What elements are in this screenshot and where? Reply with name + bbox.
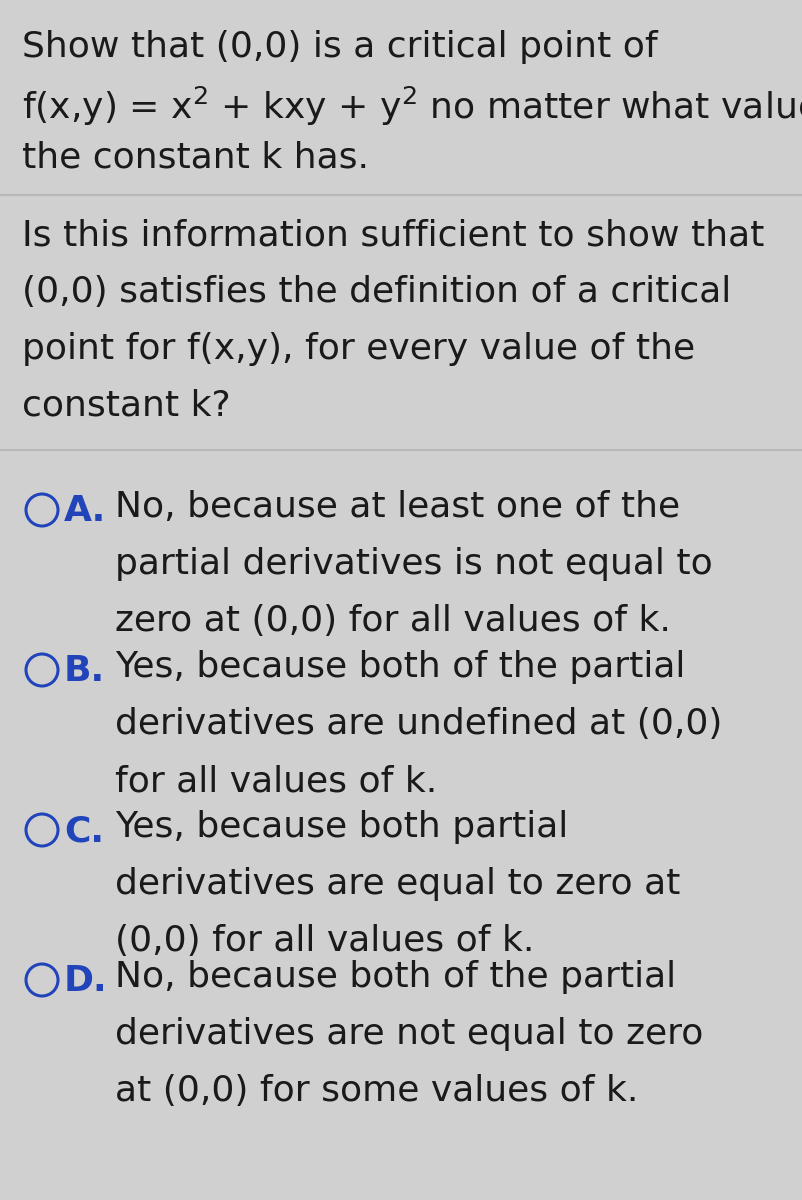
Text: f(x,y) = x$^2$ + kxy + y$^2$ no matter what value: f(x,y) = x$^2$ + kxy + y$^2$ no matter w… <box>22 85 802 128</box>
Text: derivatives are equal to zero at: derivatives are equal to zero at <box>115 866 680 901</box>
Text: at (0,0) for some values of k.: at (0,0) for some values of k. <box>115 1074 638 1108</box>
Text: D.: D. <box>64 964 107 998</box>
Text: point for f(x,y), for every value of the: point for f(x,y), for every value of the <box>22 332 695 366</box>
Text: (0,0) satisfies the definition of a critical: (0,0) satisfies the definition of a crit… <box>22 275 731 308</box>
Text: Yes, because both of the partial: Yes, because both of the partial <box>115 650 686 684</box>
Text: A.: A. <box>64 494 106 528</box>
Text: No, because at least one of the: No, because at least one of the <box>115 490 680 524</box>
Text: Show that (0,0) is a critical point of: Show that (0,0) is a critical point of <box>22 30 658 64</box>
Text: derivatives are not equal to zero: derivatives are not equal to zero <box>115 1018 703 1051</box>
Text: partial derivatives is not equal to: partial derivatives is not equal to <box>115 547 713 581</box>
Text: Yes, because both partial: Yes, because both partial <box>115 810 569 844</box>
Text: Is this information sufficient to show that: Is this information sufficient to show t… <box>22 218 764 252</box>
Text: No, because both of the partial: No, because both of the partial <box>115 960 676 994</box>
Text: the constant k has.: the constant k has. <box>22 140 369 174</box>
Text: derivatives are undefined at (0,0): derivatives are undefined at (0,0) <box>115 707 723 740</box>
Text: constant k?: constant k? <box>22 389 231 422</box>
Text: (0,0) for all values of k.: (0,0) for all values of k. <box>115 924 534 958</box>
Text: B.: B. <box>64 654 105 688</box>
Text: zero at (0,0) for all values of k.: zero at (0,0) for all values of k. <box>115 604 671 638</box>
Text: for all values of k.: for all values of k. <box>115 764 437 798</box>
Text: C.: C. <box>64 814 104 848</box>
